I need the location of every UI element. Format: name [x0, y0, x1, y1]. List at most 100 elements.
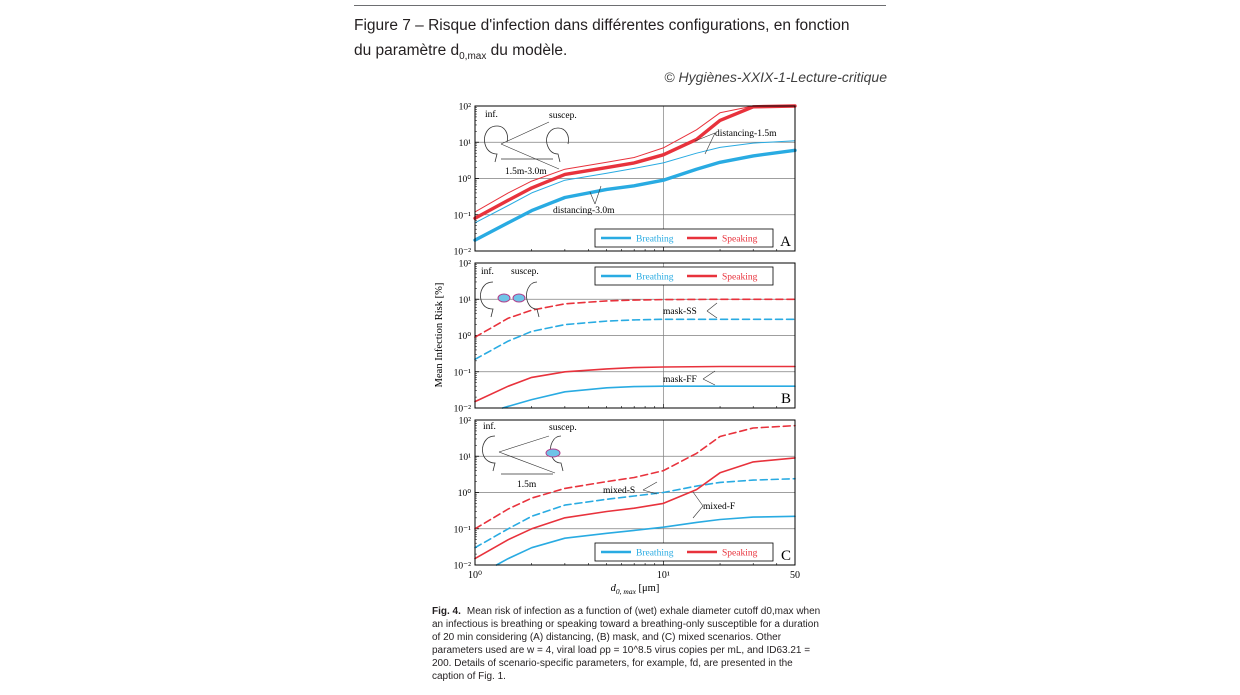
legend-box	[594, 266, 774, 286]
y-tick-label: 10⁻¹	[454, 211, 472, 221]
figure-title: Figure 7 – Risque d'infection dans diffé…	[354, 13, 894, 69]
x-axis-label-pre: d	[611, 583, 617, 594]
y-tick-label: 10⁻¹	[454, 368, 472, 378]
panel-b-infectious-head	[480, 281, 494, 318]
y-tick-label: 10²	[459, 260, 472, 270]
figure-caption: Fig. 4. Mean risk of infection as a funct…	[432, 605, 827, 683]
title-line2-pre: du paramètre d	[354, 42, 460, 59]
panel-a-head-diagram: inf. suscep. 1.5m-3.0m	[484, 109, 577, 177]
panel-frame	[474, 262, 796, 409]
x-axis-label-post: [μm]	[636, 583, 659, 594]
panel-c-infectious-head	[482, 435, 496, 472]
panel-b-label-mask-ff: mask-FF	[663, 375, 697, 385]
panel-a-pointer-d30	[594, 185, 602, 205]
legend-label-speaking: Speaking	[722, 273, 758, 283]
panel-a-arrow-2	[500, 143, 560, 170]
y-tick-label: 10⁻¹	[454, 525, 472, 535]
series-line-speaking-dashed	[474, 298, 796, 338]
series-line-breathing-dashed	[474, 477, 796, 549]
panel-a: 10² 10¹ 10⁰ 10⁻¹ 10⁻² Breathing Speaking A	[454, 103, 797, 258]
panel-c-label-inf: inf.	[483, 421, 496, 432]
x-tick-label: 10⁰	[468, 570, 482, 581]
panel-c-pointer-f	[692, 491, 704, 507]
figure-title-line2: du paramètre d0,max du modèle.	[354, 38, 894, 69]
legend: Breathing Speaking	[594, 228, 774, 248]
y-tick-label: 10⁻²	[454, 248, 472, 258]
panel-a-arrow-1	[500, 121, 550, 145]
panel-a-label-range: 1.5m-3.0m	[505, 167, 547, 177]
legend-label-breathing: Breathing	[636, 273, 674, 283]
y-tick-label: 10⁰	[458, 174, 472, 185]
y-tick-label: 10¹	[459, 296, 472, 306]
y-tick-label: 10⁻²	[454, 405, 472, 415]
panel-letter: B	[781, 391, 791, 407]
series-line-speaking-solid	[474, 457, 796, 560]
series-line-breathing-thick	[473, 148, 797, 242]
legend-box	[594, 228, 774, 248]
panel-c-pointer-fb	[692, 505, 704, 519]
panel-a-label-inf: inf.	[485, 109, 498, 120]
series-line-breathing-thin	[474, 140, 796, 224]
panel-b: 10² 10¹ 10⁰ 10⁻¹ 10⁻² Breathing Speaking B	[454, 260, 796, 415]
panel-frame	[474, 419, 796, 566]
panel-c-arrow-1	[498, 435, 550, 453]
legend-label-speaking: Speaking	[722, 235, 758, 245]
x-axis-label: d0, max [μm]	[611, 583, 660, 596]
caption-text: Mean risk of infection as a function of …	[432, 606, 821, 682]
panel-c-mask	[545, 448, 561, 458]
panel-letter: A	[780, 234, 791, 250]
chart-overlays: inf. suscep. 1.5m-3.0m distancing-1.5m d…	[434, 109, 777, 596]
panel-c-label-mixed-f: mixed-F	[703, 502, 735, 512]
figure-title-line1: Figure 7 – Risque d'infection dans diffé…	[354, 17, 850, 34]
panel-a-infectious-head	[484, 125, 508, 163]
panel-a-pointer-d30b	[589, 191, 596, 205]
panel-b-pointer-ss	[706, 302, 718, 312]
y-tick-label: 10⁰	[458, 488, 472, 499]
x-tick-label: 50	[790, 570, 800, 581]
y-tick-label: 10⁰	[458, 331, 472, 342]
top-rule	[354, 5, 886, 6]
panel-c-pointer-sb	[642, 489, 658, 495]
series-line-speaking-solid	[474, 365, 796, 403]
panel-frame	[474, 105, 796, 252]
caption-lead: Fig. 4.	[432, 606, 461, 617]
panel-a-label-suscep: suscep.	[549, 111, 577, 121]
series-line-speaking-thin	[474, 105, 796, 213]
y-tick-label: 10¹	[459, 453, 472, 463]
panel-c-label-suscep: suscep.	[549, 423, 577, 433]
panel-c-label-range: 1.5m	[517, 480, 537, 490]
panel-a-pointer-d15b	[694, 132, 716, 142]
panel-a-label-distancing-30: distancing-3.0m	[553, 206, 615, 216]
series-line-breathing-solid	[501, 385, 796, 409]
y-tick-label: 10²	[459, 103, 472, 113]
panel-a-susceptible-head	[546, 127, 569, 163]
panel-b-pointer-ff	[702, 370, 716, 380]
legend-label-breathing: Breathing	[636, 235, 674, 245]
x-axis-label-sub: 0, max	[616, 587, 637, 596]
series-line-speaking-thick	[473, 104, 797, 221]
panel-c: 10² 10¹ 10⁰ 10⁻¹ 10⁻² Breathing Speaking C	[454, 417, 796, 572]
credit: © Hygiènes-XXIX-1-Lecture-critique	[664, 69, 887, 85]
title-line2-post: du modèle.	[486, 42, 568, 59]
panel-b-pointer-ssb	[706, 310, 718, 319]
legend-box	[594, 542, 774, 562]
panel-b-susceptible-head	[526, 281, 540, 318]
panel-b-mask-left	[497, 293, 511, 303]
panel-b-pointer-ffb	[702, 378, 716, 386]
legend-label-breathing: Breathing	[636, 549, 674, 559]
x-tick-label: 10¹	[657, 570, 670, 581]
panel-b-label-inf: inf.	[481, 266, 494, 277]
panel-a-pointer-d15	[704, 132, 716, 155]
y-tick-label: 10²	[459, 417, 472, 427]
panel-c-head-diagram: inf. suscep. 1.5m	[482, 421, 577, 490]
panel-b-label-suscep: suscep.	[511, 267, 539, 277]
panel-b-head-diagram: inf. suscep.	[480, 266, 540, 318]
legend-label-speaking: Speaking	[722, 549, 758, 559]
legend: Breathing Speaking	[594, 266, 774, 286]
legend: Breathing Speaking	[594, 542, 774, 562]
panel-b-mask-right	[512, 293, 526, 303]
series-line-breathing-solid	[495, 515, 796, 566]
y-tick-label: 10¹	[459, 139, 472, 149]
panel-c-label-mixed-s: mixed-S	[603, 486, 635, 496]
